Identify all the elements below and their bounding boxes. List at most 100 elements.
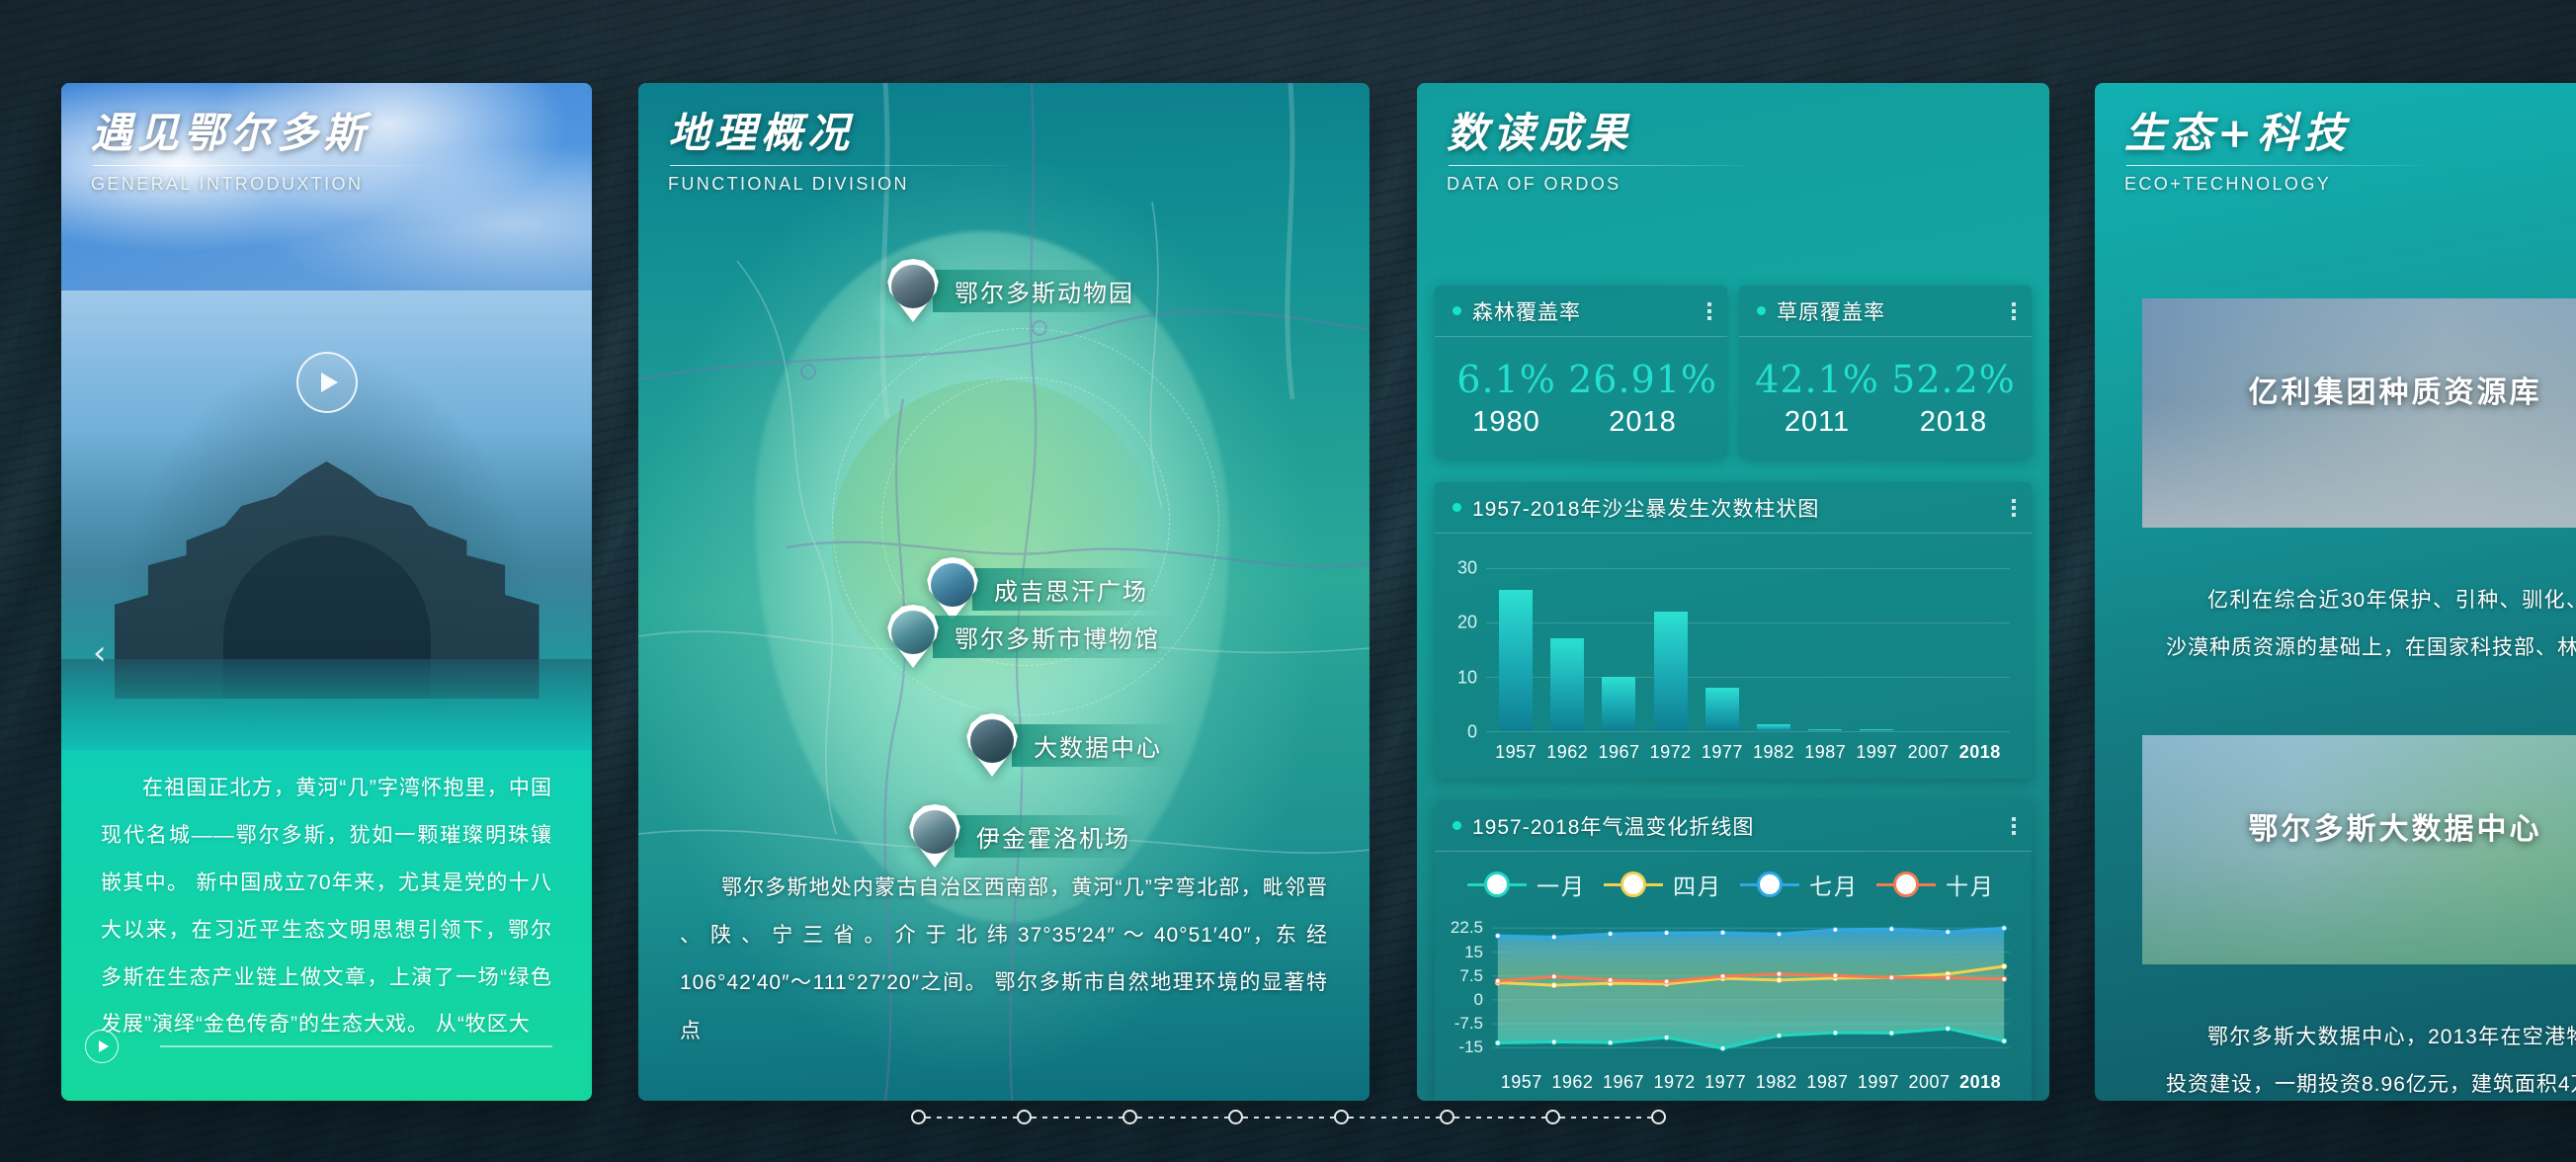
x-axis-tick: 2018 [1957,742,2003,763]
bar-chart-plot: 0102030 [1486,551,2010,731]
data-point[interactable] [1664,931,1669,936]
data-point[interactable] [1833,927,1838,932]
map-marker-zoo[interactable]: 鄂尔多斯动物园 [885,259,1152,322]
data-point[interactable] [1720,1046,1725,1051]
data-point[interactable] [1777,1034,1782,1038]
legend-item[interactable]: 十月 [1876,868,1999,901]
slide-pagination[interactable] [911,1110,1666,1124]
pagination-connector [1560,1117,1651,1119]
data-point[interactable] [1833,973,1838,978]
audio-play-button[interactable] [85,1030,119,1063]
y-axis-tick: 7.5 [1459,966,1483,986]
gridline: 0 [1486,731,2010,732]
data-point[interactable] [1495,934,1500,939]
data-point[interactable] [1777,971,1782,976]
data-point[interactable] [2002,964,2007,969]
legend-line [1510,883,1527,886]
bar-chart-panel[interactable]: 1957-2018年沙尘暴发生次数柱状图 0102030 19571962196… [1435,482,2032,779]
y-axis-tick: 10 [1457,667,1477,688]
map-marker-airport[interactable]: 伊金霍洛机场 [907,804,1148,868]
x-axis-tick: 1997 [1854,742,1899,763]
data-point[interactable] [1608,977,1613,982]
kebab-menu-icon[interactable] [2012,817,2016,835]
data-point[interactable] [1495,978,1500,983]
map-marker-museum[interactable]: 鄂尔多斯市博物馆 [885,605,1178,668]
data-point[interactable] [1946,975,1951,980]
kebab-menu-icon[interactable] [2012,302,2016,320]
bar[interactable] [1860,729,1893,731]
pagination-dot[interactable] [1545,1110,1560,1124]
map-marker-label: 鄂尔多斯市博物馆 [933,616,1178,658]
eco-header: 生态+科技 ECO+TECHNOLOGY [2095,83,2576,195]
eco-photo-datacenter[interactable]: 鄂尔多斯大数据中心 [2142,735,2576,964]
data-point[interactable] [2002,1038,2007,1043]
data-point[interactable] [1720,974,1725,979]
line-chart-panel[interactable]: 1957-2018年气温变化折线图 一月四月七月十月 -15-7.507.515… [1435,800,2032,1101]
data-point[interactable] [1833,1031,1838,1036]
audio-progress-track[interactable] [160,1045,552,1047]
data-point[interactable] [1664,979,1669,984]
data-point[interactable] [1889,1031,1894,1036]
page-title: 遇见鄂尔多斯 [91,111,592,156]
legend-item[interactable]: 四月 [1604,868,1726,901]
data-point[interactable] [1889,927,1894,932]
title-divider [670,165,1008,166]
prev-slide-arrow[interactable]: ‹ [93,641,119,667]
panel-title: 森林覆盖率 [1472,296,1581,326]
pagination-dot[interactable] [1334,1110,1349,1124]
data-point[interactable] [1551,935,1556,940]
kebab-menu-icon[interactable] [2012,499,2016,517]
bar[interactable] [1808,729,1842,731]
data-point[interactable] [1777,977,1782,982]
title-divider [2126,165,2423,166]
play-video-button[interactable] [296,352,358,413]
map-card: 鄂尔多斯动物园 成吉思汗广场 鄂尔多斯市博物馆 大数据中心 伊金霍洛机场 地理概… [638,83,1370,1101]
data-point[interactable] [1777,932,1782,937]
data-point[interactable] [1551,1039,1556,1044]
y-axis-tick: -7.5 [1454,1014,1483,1034]
data-point[interactable] [1946,1026,1951,1031]
pagination-dot[interactable] [1122,1110,1137,1124]
pagination-dot[interactable] [1651,1110,1666,1124]
legend-label: 一月 [1537,868,1586,901]
map-marker-bigdata[interactable]: 大数据中心 [964,713,1180,777]
pagination-dot[interactable] [1228,1110,1243,1124]
data-point[interactable] [2002,976,2007,981]
audio-player[interactable] [160,1045,552,1047]
bar[interactable] [1550,638,1584,731]
map-pin-icon [885,605,941,668]
pagination-dot[interactable] [1440,1110,1454,1124]
legend-item[interactable]: 七月 [1740,868,1863,901]
x-axis-tick: 1977 [1700,742,1745,763]
x-axis-tick: 1982 [1754,1072,1799,1093]
data-point[interactable] [1720,930,1725,935]
bar[interactable] [1499,590,1533,731]
data-point[interactable] [2002,926,2007,931]
map-pin-icon [885,259,941,322]
pagination-connector [1454,1117,1545,1119]
data-point[interactable] [1889,975,1894,980]
line-chart-legend[interactable]: 一月四月七月十月 [1435,852,2032,907]
stat-panel-forest[interactable]: 森林覆盖率 6.1% 1980 26.91% 2018 [1435,286,1727,458]
bar[interactable] [1654,612,1688,731]
data-point[interactable] [1608,932,1613,937]
data-point[interactable] [1608,1040,1613,1045]
pagination-dot[interactable] [1017,1110,1032,1124]
bar[interactable] [1602,677,1635,731]
data-point[interactable] [1946,930,1951,935]
bar[interactable] [1705,688,1739,731]
bar[interactable] [1757,724,1790,731]
intro-header: 遇见鄂尔多斯 GENERAL INTRODUXTION [61,83,592,195]
map-marker-label: 伊金霍洛机场 [955,815,1148,858]
legend-item[interactable]: 一月 [1467,868,1590,901]
data-point[interactable] [1495,1040,1500,1045]
stat-panel-grassland[interactable]: 草原覆盖率 42.1% 2011 52.2% 2018 [1739,286,2032,458]
eco-photo-seedbank[interactable]: 亿利集团种质资源库 [2142,298,2576,528]
pagination-dot[interactable] [911,1110,926,1124]
y-axis-tick: 22.5 [1451,918,1483,938]
data-point[interactable] [1551,983,1556,988]
data-point[interactable] [1664,1036,1669,1040]
kebab-menu-icon[interactable] [1707,302,1711,320]
play-icon [321,373,338,392]
data-point[interactable] [1551,974,1556,979]
